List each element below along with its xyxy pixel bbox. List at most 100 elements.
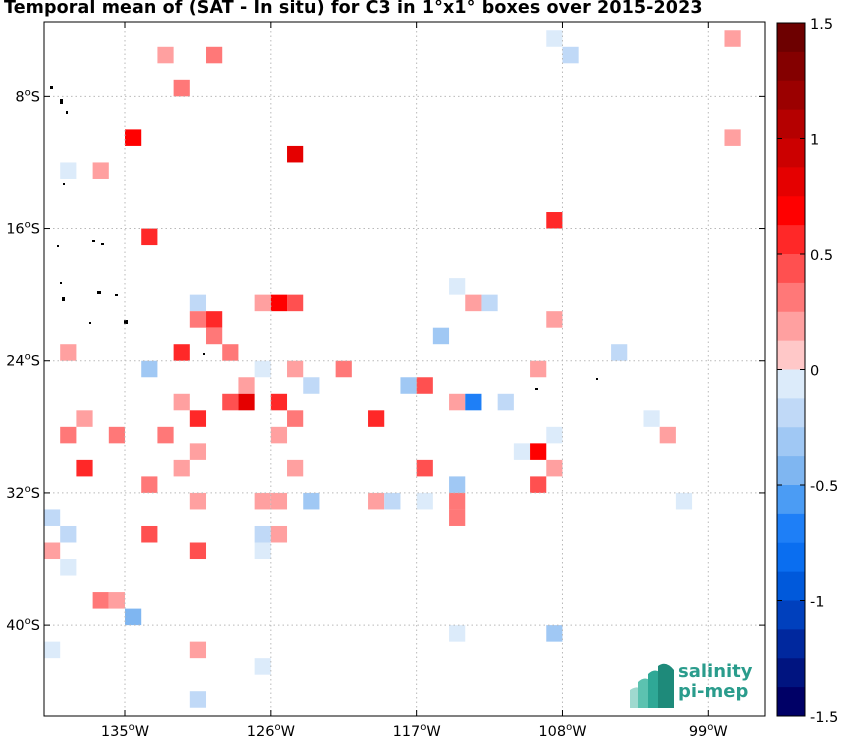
colorbar-swatch bbox=[777, 254, 805, 284]
grid-cell bbox=[481, 294, 498, 312]
grid-cell bbox=[546, 426, 563, 444]
grid-cell bbox=[125, 129, 142, 146]
x-tick-label: 126oW bbox=[247, 722, 295, 740]
grid-cell bbox=[206, 311, 223, 328]
grid-cell bbox=[675, 492, 693, 510]
colorbar-tick-label: -0.5 bbox=[810, 479, 838, 495]
colorbar-swatch bbox=[777, 571, 805, 601]
plot-frame bbox=[43, 21, 766, 717]
grid-cell bbox=[546, 30, 563, 47]
grid-cell bbox=[416, 377, 433, 394]
grid-cell bbox=[141, 360, 158, 378]
grid-cell bbox=[44, 509, 61, 526]
grid-cell bbox=[141, 228, 158, 246]
grid-cell bbox=[449, 278, 466, 295]
colorbar-swatch bbox=[777, 485, 805, 515]
grid-cell bbox=[287, 459, 304, 477]
grid-cell bbox=[238, 377, 255, 394]
x-tick-label: 99oW bbox=[689, 722, 728, 740]
island-markers bbox=[50, 86, 598, 390]
grid-cell bbox=[270, 294, 288, 312]
grid-cell bbox=[189, 492, 207, 510]
grid-cell bbox=[76, 459, 93, 477]
grid-cell bbox=[189, 443, 207, 460]
grid-cell bbox=[254, 542, 271, 560]
grid-cell bbox=[546, 212, 563, 229]
colorbar: 1.5 1 0.5 0 -0.5 -1 -1.5 bbox=[776, 17, 838, 726]
grid-cell bbox=[60, 559, 77, 576]
grid-cell bbox=[108, 592, 126, 609]
colorbar-swatch bbox=[777, 51, 805, 82]
grid-cell bbox=[643, 410, 660, 427]
grid-cell bbox=[254, 294, 271, 312]
grid-cell bbox=[157, 46, 174, 64]
y-tick-label: 24oS bbox=[6, 352, 40, 370]
y-tick-label: 40oS bbox=[6, 616, 40, 634]
grid-cell bbox=[724, 30, 741, 47]
grid-cell bbox=[254, 360, 271, 378]
grid-cell bbox=[254, 525, 271, 543]
grid-cell bbox=[546, 459, 563, 477]
colorbar-swatch bbox=[777, 80, 805, 111]
y-tick-label: 16oS bbox=[6, 220, 40, 238]
grid-cell bbox=[173, 459, 190, 477]
colorbar-swatch bbox=[777, 456, 805, 486]
colorbar-swatch bbox=[777, 542, 805, 573]
colorbar-swatch bbox=[777, 282, 805, 313]
cells-layer bbox=[44, 30, 741, 708]
colorbar-swatch bbox=[777, 23, 805, 53]
chart-title: Temporal mean of (SAT - In situ) for C3 … bbox=[4, 0, 703, 18]
grid-cell bbox=[432, 327, 450, 345]
colorbar-swatch bbox=[777, 427, 805, 457]
colorbar-tick-label: 1.5 bbox=[810, 17, 833, 33]
colorbar-swatch bbox=[777, 398, 805, 428]
logo-waves-icon bbox=[630, 663, 674, 708]
grid-cell bbox=[513, 443, 531, 460]
colorbar-tick-label: 1 bbox=[810, 133, 819, 149]
y-tick-label: 8oS bbox=[15, 87, 40, 105]
grid-cell bbox=[189, 410, 207, 427]
grid-cell bbox=[530, 443, 547, 460]
grid-cell bbox=[238, 393, 255, 411]
grid-cell bbox=[60, 344, 77, 361]
grid-cell bbox=[189, 542, 207, 560]
x-tick-label: 117oW bbox=[393, 722, 441, 740]
grid-cell bbox=[449, 492, 466, 510]
grid-lines bbox=[44, 22, 765, 716]
colorbar-swatch bbox=[777, 225, 805, 255]
grid-cell bbox=[546, 625, 563, 642]
grid-cell bbox=[189, 294, 207, 312]
grid-cell bbox=[465, 393, 482, 411]
colorbar-swatch bbox=[777, 369, 805, 399]
grid-cell bbox=[141, 476, 158, 493]
grid-cell bbox=[222, 344, 239, 361]
grid-cell bbox=[562, 46, 579, 64]
grid-cell bbox=[659, 426, 676, 444]
grid-cell bbox=[141, 525, 158, 543]
grid-cell bbox=[173, 344, 190, 361]
grid-cell bbox=[125, 608, 142, 626]
grid-cell bbox=[92, 592, 109, 609]
grid-cell bbox=[60, 162, 77, 179]
grid-cell bbox=[416, 492, 433, 510]
grid-cell bbox=[400, 377, 417, 394]
grid-cell bbox=[368, 410, 385, 427]
grid-cell bbox=[303, 377, 320, 394]
grid-cell bbox=[546, 311, 563, 328]
colorbar-swatch bbox=[777, 138, 805, 168]
colorbar-swatch bbox=[777, 629, 805, 659]
grid-cell bbox=[287, 294, 304, 312]
grid-cell bbox=[530, 360, 547, 378]
grid-cell bbox=[335, 360, 352, 378]
axis-ticks: 135oW 126oW 117oW 108oW 99oW 8oS 16oS 24oS 32oS 4… bbox=[6, 22, 765, 740]
colorbar-swatch bbox=[777, 311, 805, 342]
grid-cell bbox=[270, 393, 288, 411]
salinity-pimep-logo: salinity pi-mep bbox=[628, 660, 756, 710]
grid-cell bbox=[303, 492, 320, 510]
colorbar-swatch bbox=[777, 109, 805, 139]
grid-cell bbox=[157, 426, 174, 444]
grid-cell bbox=[611, 344, 628, 361]
colorbar-tick-label: -1 bbox=[810, 595, 824, 611]
grid-cell bbox=[449, 476, 466, 493]
